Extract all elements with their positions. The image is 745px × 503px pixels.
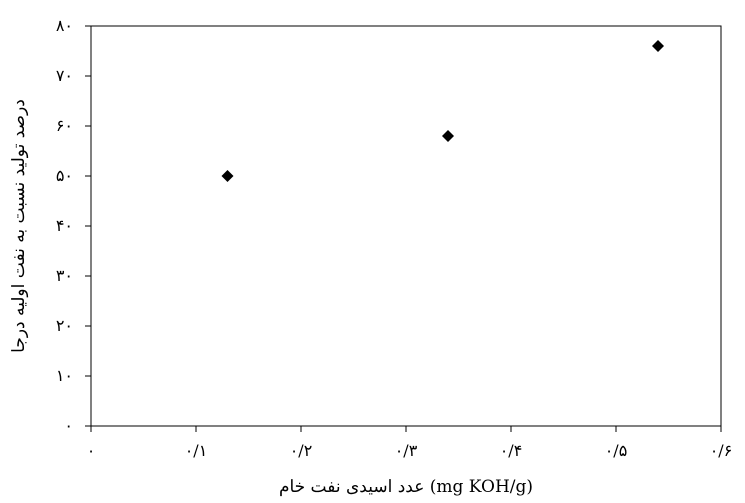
y-tick-label: ۴۰ <box>56 216 73 235</box>
y-tick-label: ۵۰ <box>56 166 73 185</box>
x-tick-label: ۰/۴ <box>500 441 523 460</box>
x-axis: ۰ ۰/۱ ۰/۲ ۰/۳ ۰/۴ ۰/۵ ۰/۶ <box>87 426 733 460</box>
y-tick-label: ۷۰ <box>56 66 73 85</box>
y-axis-title: درصد تولید نسبت به نفت اولیه درجا <box>9 99 29 353</box>
y-tick-label: ۳۰ <box>56 266 73 285</box>
x-tick-label: ۰/۶ <box>710 441 733 460</box>
data-point <box>221 170 234 182</box>
data-point <box>652 40 664 52</box>
x-tick-label: ۰/۱ <box>185 441 208 460</box>
plot-area <box>90 25 722 427</box>
x-axis-title: عدد اسیدی نفت خام (mg KOH/g) <box>279 477 533 497</box>
x-tick-label: ۰/۵ <box>605 441 628 460</box>
data-points <box>221 40 664 182</box>
y-tick-label: ۰ <box>64 416 73 435</box>
y-tick-label: ۶۰ <box>56 116 73 135</box>
x-tick-label: ۰/۳ <box>395 441 418 460</box>
y-tick-label: ۱۰ <box>56 366 73 385</box>
y-tick-label: ۲۰ <box>56 316 73 335</box>
x-tick-label: ۰/۲ <box>290 441 313 460</box>
y-axis: ۰ ۱۰ ۲۰ ۳۰ ۴۰ ۵۰ ۶۰ ۷۰ ۸۰ <box>56 16 91 435</box>
data-point <box>442 130 454 142</box>
x-tick-label: ۰ <box>87 441 96 460</box>
y-tick-label: ۸۰ <box>56 16 73 35</box>
